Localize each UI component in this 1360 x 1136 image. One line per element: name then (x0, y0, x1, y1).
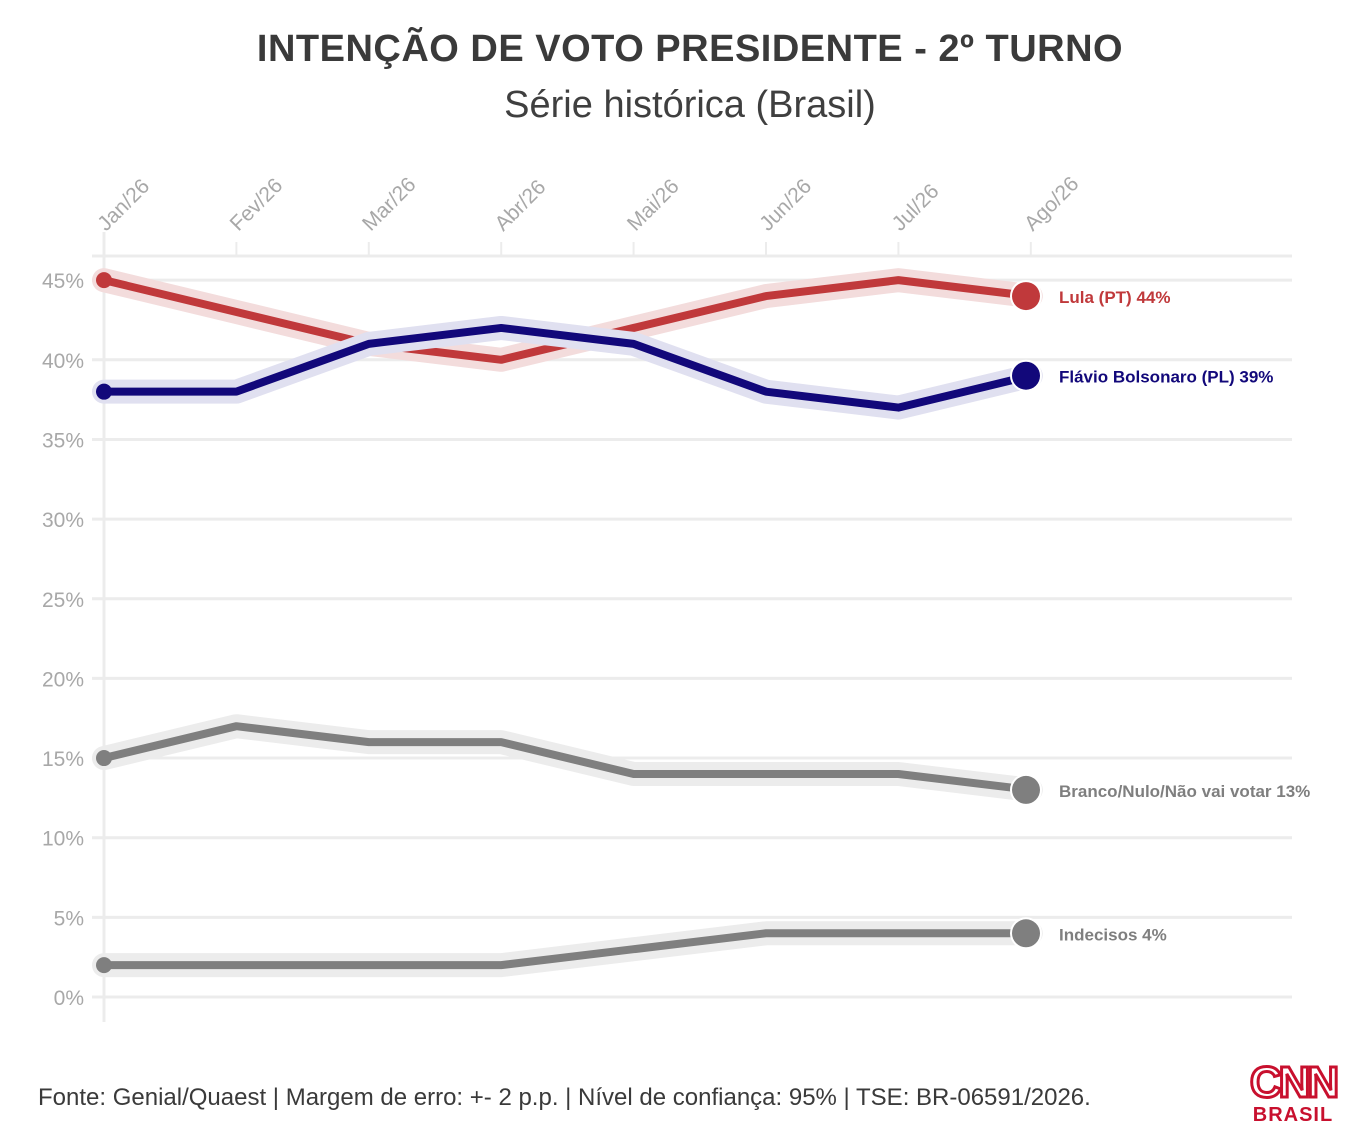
series-end-point (1012, 361, 1040, 390)
x-tick-label: Abr/26 (490, 176, 550, 236)
x-tick-label: Ago/26 (1020, 172, 1083, 235)
chart-subtitle: Série histórica (Brasil) (504, 84, 876, 126)
series-line (100, 929, 1035, 970)
line-chart: 0% 5% 10% 15% 20% 25% 30% 35% 40% 45% Jan/26 Fev/2… (42, 172, 1310, 1022)
y-tick-label: 10% (42, 828, 84, 851)
series-line (100, 722, 1035, 794)
series-start-point (96, 957, 112, 974)
source-note: Fonte: Genial/Quaest | Margem de erro: +… (38, 1084, 1091, 1111)
series-start-point (96, 272, 112, 289)
y-tick-label: 25% (42, 589, 84, 612)
series-end-point (1012, 775, 1040, 804)
x-tick-label: Jan/26 (93, 175, 154, 236)
series-end-label: Indecisos 4% (1059, 925, 1167, 944)
y-tick-label: 20% (42, 668, 84, 691)
x-tick-label: Mar/26 (358, 173, 420, 235)
x-tick-label: Mai/26 (623, 175, 684, 236)
logo-brasil-text: BRASIL (1252, 1104, 1334, 1126)
series-end-point (1012, 919, 1040, 948)
logo-cnn-text: CNN (1248, 1058, 1340, 1107)
x-axis-ticks: Jan/26 Fev/26 Mar/26 Abr/26 Mai/26 Jun/26 Jul/… (93, 172, 1083, 235)
series-line (100, 323, 1035, 412)
series-end-label: Flávio Bolsonaro (PL) 39% (1059, 368, 1273, 387)
cnn-brasil-logo: CNN BRASIL (1244, 1058, 1342, 1130)
y-axis-ticks: 0% 5% 10% 15% 20% 25% 30% 35% 40% 45% (42, 270, 84, 1010)
x-tick-label: Jul/26 (888, 180, 944, 236)
series-end-point (1012, 282, 1040, 311)
grid-layer (92, 232, 1292, 1022)
y-tick-label: 0% (54, 987, 84, 1010)
y-tick-label: 5% (54, 907, 84, 930)
x-tick-label: Jun/26 (755, 175, 816, 236)
end-labels: Branco/Nulo/Não vai votar 13% Indecisos 4… (1059, 288, 1310, 944)
y-tick-label: 30% (42, 509, 84, 532)
y-tick-label: 15% (42, 748, 84, 771)
series-layer (92, 268, 1043, 978)
series-start-point (96, 383, 112, 400)
y-tick-label: 40% (42, 350, 84, 373)
series-end-label: Branco/Nulo/Não vai votar 13% (1059, 782, 1310, 801)
y-tick-label: 45% (42, 270, 84, 293)
y-tick-label: 35% (42, 429, 84, 452)
chart-title: INTENÇÃO DE VOTO PRESIDENTE - 2º TURNO (256, 28, 1124, 70)
x-tick-label: Fev/26 (226, 174, 288, 236)
series-start-point (96, 750, 112, 767)
series-end-label: Lula (PT) 44% (1059, 288, 1170, 307)
